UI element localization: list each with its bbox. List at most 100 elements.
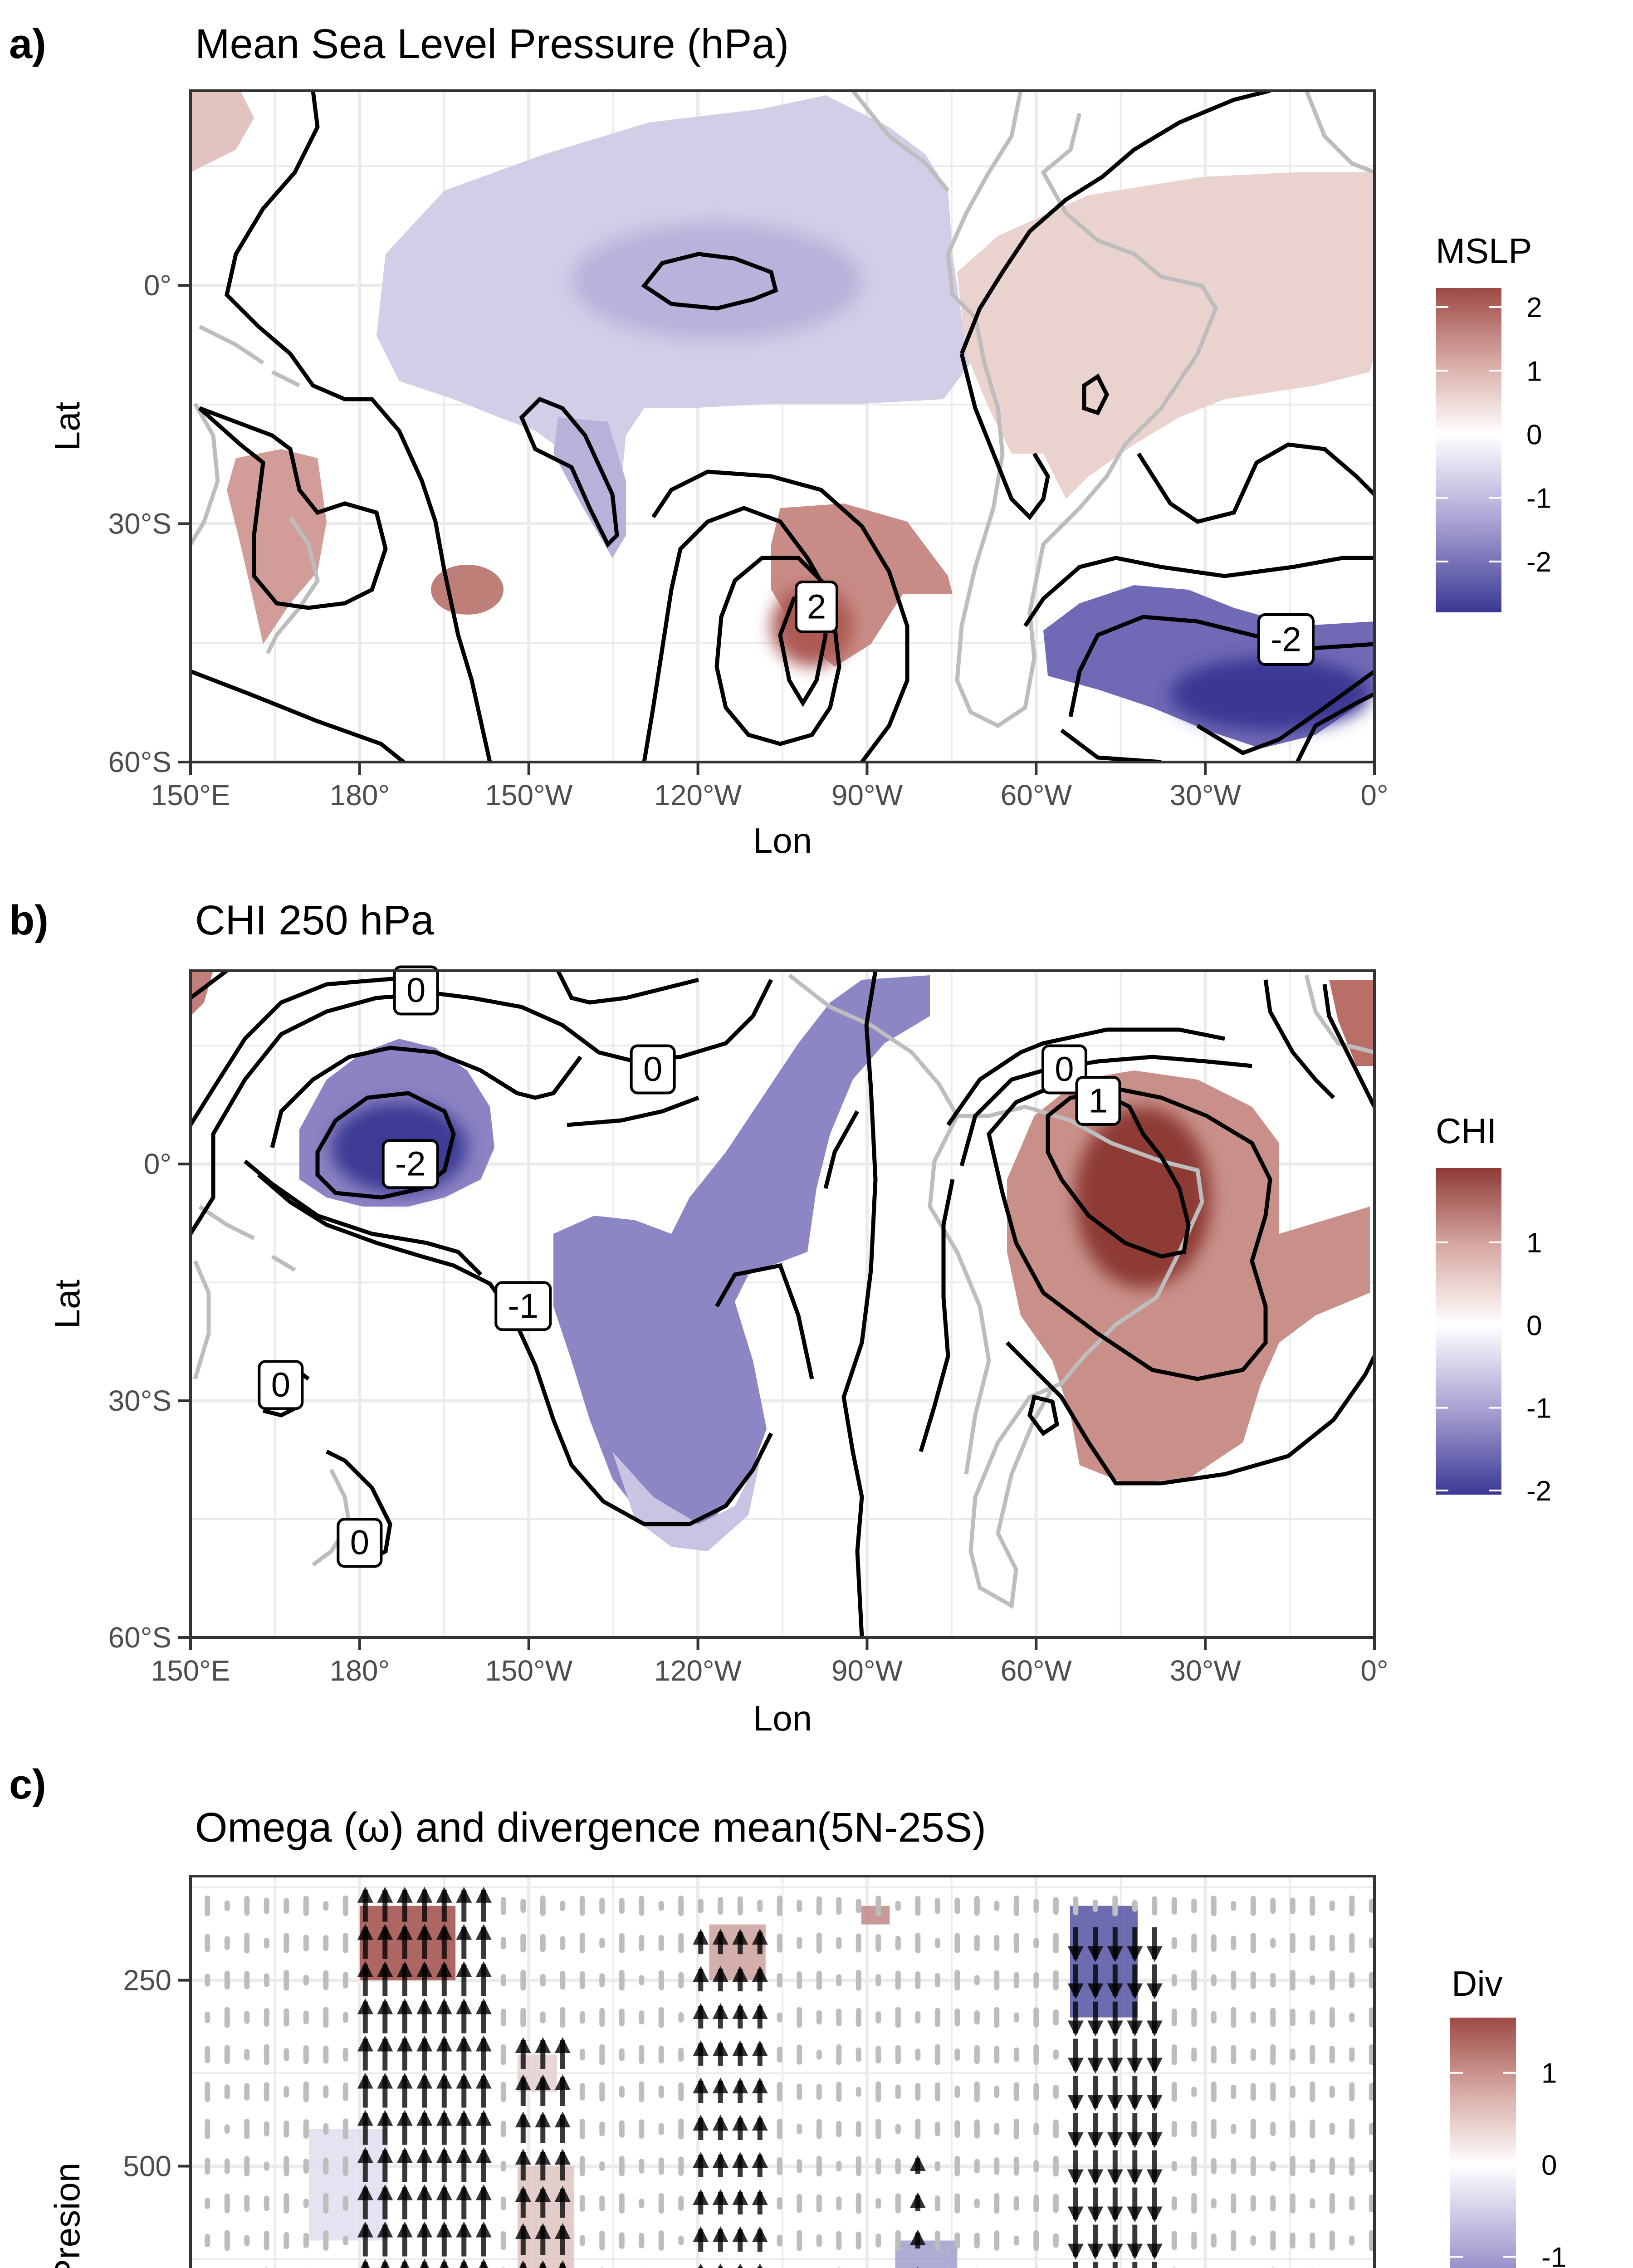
x-tick-label: 0°	[1360, 1654, 1388, 1687]
x-tick-label: 180°	[330, 779, 390, 811]
chi-field-nw-corner	[191, 971, 213, 1016]
coastline-americas-west	[928, 1114, 991, 1475]
x-tick-label: 60°W	[1001, 1654, 1072, 1687]
contour-line	[225, 91, 492, 762]
contour-label: -2	[381, 1139, 439, 1189]
x-tick-label: 90°W	[831, 1654, 903, 1687]
contour-line	[1023, 556, 1374, 627]
colorbar-tick-label: 1	[1541, 2058, 1557, 2089]
contour-label: 0	[630, 1044, 676, 1095]
colorbar	[1450, 2018, 1516, 2268]
colorbar-tick-label: 1	[1526, 1227, 1542, 1259]
contour-line	[270, 1046, 582, 1149]
y-tick-label: 500	[123, 2150, 171, 2183]
chi-field-ne-corner	[1329, 980, 1374, 1066]
chi-field-south-america-core	[1075, 1107, 1211, 1288]
contour-label-text: 2	[807, 588, 826, 626]
mslp-field-south-america-high	[957, 172, 1374, 499]
colorbar-ticks: 1 0 -1	[1450, 2058, 1566, 2268]
panel-b: b) CHI 250 hPa	[9, 897, 1551, 1738]
panel-a-coastlines	[191, 91, 1374, 728]
divergence-cell	[861, 1906, 890, 1925]
panel-a-title: Mean Sea Level Pressure (hPa)	[195, 21, 789, 67]
contour-label-text: 1	[1089, 1082, 1108, 1120]
x-tick-label: 60°W	[1001, 779, 1072, 811]
contour-line	[778, 587, 828, 707]
mslp-field-nw-high	[191, 91, 254, 172]
contour-label-text: -2	[395, 1145, 426, 1183]
panel-b-tag: b)	[9, 897, 49, 943]
colorbar	[1436, 288, 1501, 612]
contour-line	[567, 1095, 699, 1127]
panel-a-axes: 150°E 180° 150°W 120°W 90°W 60°W 30°W 0° 0° 30°S 6…	[108, 269, 1389, 811]
contour-label: 0	[393, 965, 439, 1016]
contour-line	[1263, 979, 1335, 1100]
panel-a-tag: a)	[9, 21, 46, 67]
coastline-islands	[198, 1205, 296, 1272]
panel-b-x-axis-title: Lon	[753, 1698, 812, 1738]
panel-a-contour-labels: 2 -2	[795, 581, 1315, 666]
colorbar-tick-label: 2	[1526, 292, 1542, 323]
contour-line	[946, 1027, 1225, 1126]
contour-line	[198, 406, 388, 610]
contour-label-minus2: -2	[1257, 613, 1315, 666]
contour-line	[1027, 1394, 1060, 1437]
legend-title: MSLP	[1436, 231, 1532, 271]
coastline-africa	[1304, 91, 1374, 175]
coastline-australia-east	[193, 1260, 211, 1380]
panel-b-legend: CHI 1 0 -1 -2	[1436, 1111, 1551, 1507]
divergence-cell	[359, 1906, 456, 1980]
colorbar-tick-label: -1	[1526, 1393, 1551, 1424]
contour-line	[257, 1173, 773, 1526]
coastline-central-america	[851, 91, 950, 192]
x-tick-label: 120°W	[654, 779, 742, 811]
divergence-cell	[895, 2240, 958, 2268]
panel-b-contours	[191, 971, 1374, 1637]
contour-label: 0	[337, 1518, 383, 1568]
colorbar-tick-label: -2	[1526, 1476, 1551, 1507]
panel-a-plot-border	[189, 89, 1376, 763]
contour-label-text: 0	[271, 1366, 290, 1404]
colorbar-tick-label: 1	[1526, 356, 1542, 387]
colorbar	[1436, 1168, 1501, 1495]
panel-c-plot-border	[189, 1875, 1376, 2268]
contour-label-text: 0	[350, 1524, 369, 1562]
colorbar-tick-label: 0	[1541, 2150, 1557, 2181]
panel-c-legend: Div 10-1 ω [hPa/s] 2	[1450, 1964, 1566, 2268]
contour-line	[315, 1091, 456, 1200]
contour-line	[1082, 373, 1110, 415]
contour-line	[959, 353, 1050, 520]
colorbar-tick-label: -1	[1541, 2242, 1566, 2268]
contour-line	[191, 978, 773, 1235]
coastline-new-zealand	[265, 516, 320, 655]
contour-line	[1060, 670, 1374, 762]
panel-b-y-axis-title: Lat	[47, 1279, 87, 1329]
contour-label-2: 2	[795, 581, 838, 633]
contour-label-text: 0	[406, 971, 425, 1010]
y-tick-label: 0°	[144, 269, 171, 302]
panel-a: a) Mean Sea Level Pressure (hPa)	[9, 21, 1551, 860]
x-tick-label: 150°E	[151, 779, 230, 811]
y-tick-label: 60°S	[108, 746, 171, 778]
contour-line	[651, 469, 909, 762]
contour-label: 0	[1041, 1044, 1087, 1095]
panel-b-axes: 150°E 180° 150°W 120°W 90°W 60°W 30°W 0° 0° 30°S 6…	[108, 1148, 1389, 1687]
y-tick-label: 0°	[144, 1148, 171, 1180]
coastline-australia-east	[191, 402, 220, 546]
contour-line	[641, 252, 778, 311]
contour-line	[715, 1263, 814, 1379]
mslp-field-tongue	[553, 417, 626, 558]
contour-line	[1005, 1341, 1374, 1486]
colorbar-tick-label: 0	[1526, 419, 1542, 450]
legend-title: CHI	[1436, 1111, 1496, 1151]
panel-b-plot-border	[189, 969, 1376, 1639]
panel-c-tag: c)	[9, 1761, 46, 1808]
contour-label-text: -2	[1271, 621, 1301, 659]
contour-line	[1137, 442, 1374, 524]
x-tick-label: 180°	[330, 1654, 390, 1687]
y-tick-label: 30°S	[108, 508, 171, 540]
contour-label-text: 0	[1055, 1050, 1074, 1089]
y-tick-label: 60°S	[108, 1621, 171, 1654]
